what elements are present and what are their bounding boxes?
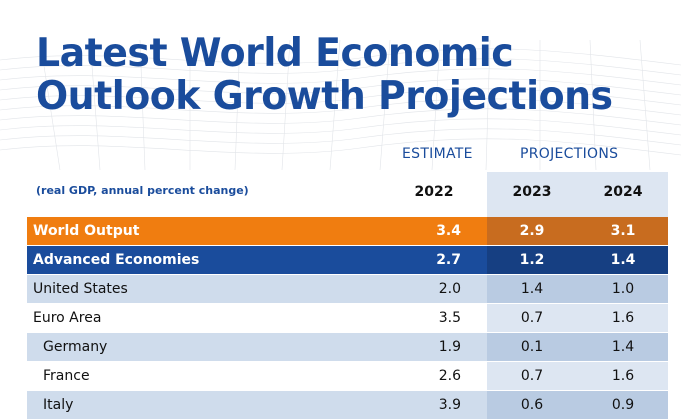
value-2024: 1.6: [611, 310, 635, 326]
value-2024: 1.6: [611, 368, 635, 384]
value-2023: 1.2: [519, 252, 545, 268]
table-row-euro-area: Euro Area 3.5 0.7 1.6: [27, 304, 668, 333]
growth-table: World Output 3.4 2.9 3.1 Advanced Econom…: [27, 217, 668, 420]
projection-shade: [487, 217, 668, 245]
value-2023: 0.7: [520, 368, 544, 384]
row-label: France: [43, 368, 90, 384]
value-2024: 1.4: [611, 339, 635, 355]
year-header-2022: 2022: [414, 184, 454, 200]
page-title: Latest World Economic Outlook Growth Pro…: [36, 32, 613, 118]
estimate-header: ESTIMATE: [402, 146, 473, 162]
year-header-2023: 2023: [512, 184, 552, 200]
table-row-italy: Italy 3.9 0.6 0.9: [27, 391, 668, 420]
table-row-germany: Germany 1.9 0.1 1.4: [27, 333, 668, 362]
value-2023: 2.9: [519, 223, 545, 239]
value-2023: 0.7: [520, 310, 544, 326]
value-2022: 3.5: [438, 310, 461, 326]
row-label: United States: [33, 281, 128, 297]
background-wave-mesh: [0, 40, 681, 170]
value-2024: 3.1: [610, 223, 636, 239]
value-2022: 1.9: [438, 339, 461, 355]
value-2022: 3.9: [438, 397, 461, 413]
value-2022: 3.4: [436, 223, 461, 239]
row-label: World Output: [33, 223, 140, 239]
title-line-2: Outlook Growth Projections: [36, 74, 613, 119]
value-2023: 0.1: [520, 339, 544, 355]
year-header-2024: 2024: [603, 184, 643, 200]
value-2023: 0.6: [520, 397, 544, 413]
row-label: Germany: [43, 339, 108, 355]
table-subtitle: (real GDP, annual percent change): [36, 184, 249, 197]
row-label: Euro Area: [33, 310, 102, 326]
projection-shade: [487, 362, 668, 390]
title-line-1: Latest World Economic: [36, 31, 514, 76]
projection-shade: [487, 304, 668, 332]
value-2022: 2.0: [438, 281, 461, 297]
value-2024: 0.9: [611, 397, 635, 413]
value-2022: 2.6: [438, 368, 461, 384]
table-row-united-states: United States 2.0 1.4 1.0: [27, 275, 668, 304]
value-2022: 2.7: [436, 252, 461, 268]
projection-shade: [487, 275, 668, 303]
value-2024: 1.0: [611, 281, 635, 297]
table-row-france: France 2.6 0.7 1.6: [27, 362, 668, 391]
row-label: Advanced Economies: [33, 252, 200, 268]
projection-shade: [487, 246, 668, 274]
table-row-world-output: World Output 3.4 2.9 3.1: [27, 217, 668, 246]
value-2024: 1.4: [610, 252, 636, 268]
projection-shade: [487, 333, 668, 361]
table-row-advanced-economies: Advanced Economies 2.7 1.2 1.4: [27, 246, 668, 275]
value-2023: 1.4: [520, 281, 544, 297]
projections-header-shade: [487, 172, 668, 217]
row-label: Italy: [43, 397, 74, 413]
projections-header: PROJECTIONS: [520, 146, 619, 162]
